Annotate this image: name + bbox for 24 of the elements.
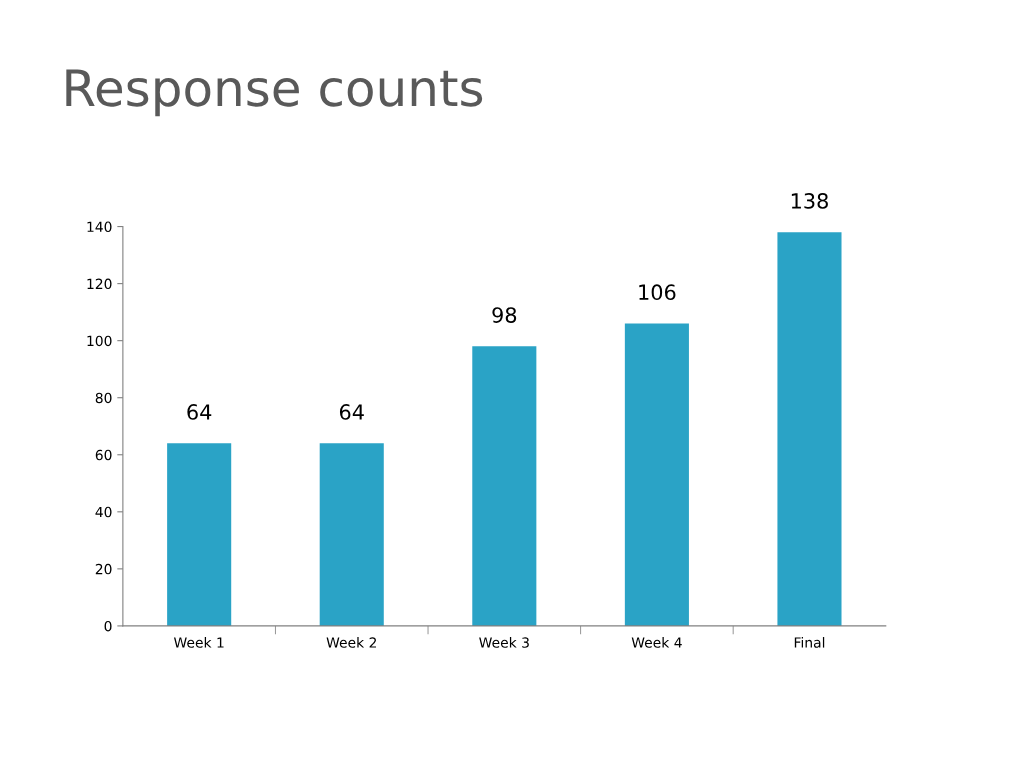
data-label: 98 <box>492 307 517 323</box>
x-tick-label: Week 2 <box>326 637 376 648</box>
data-label: 64 <box>339 404 364 420</box>
bar <box>777 232 842 626</box>
y-tick-label: 100 <box>87 335 112 347</box>
bar <box>472 346 537 626</box>
bar <box>624 323 689 626</box>
bar <box>167 443 232 626</box>
y-tick-label: 80 <box>95 392 112 404</box>
y-tick-label: 0 <box>104 620 112 632</box>
y-tick-label: 60 <box>95 449 112 461</box>
data-label: 138 <box>791 193 828 209</box>
x-tick-label: Week 1 <box>173 637 224 648</box>
data-label: 64 <box>187 404 212 420</box>
y-tick-label: 40 <box>95 506 112 518</box>
y-tick-label: 120 <box>87 278 112 290</box>
x-tick-label: Week 3 <box>479 637 529 648</box>
chart-title: Response counts <box>66 69 483 117</box>
x-tick-label: Week 4 <box>631 637 682 648</box>
data-label: 106 <box>639 284 676 301</box>
x-tick-label: Final <box>794 637 825 648</box>
y-tick-label: 140 <box>87 221 112 233</box>
y-tick-label: 20 <box>95 563 112 575</box>
bar <box>319 443 384 626</box>
